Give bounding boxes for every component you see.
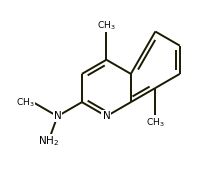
Text: CH$_3$: CH$_3$ [146, 116, 165, 129]
Text: CH$_3$: CH$_3$ [16, 97, 34, 109]
Text: CH$_3$: CH$_3$ [97, 19, 116, 31]
Text: N: N [54, 111, 61, 121]
Text: N: N [103, 111, 110, 121]
Text: NH$_2$: NH$_2$ [38, 135, 59, 148]
